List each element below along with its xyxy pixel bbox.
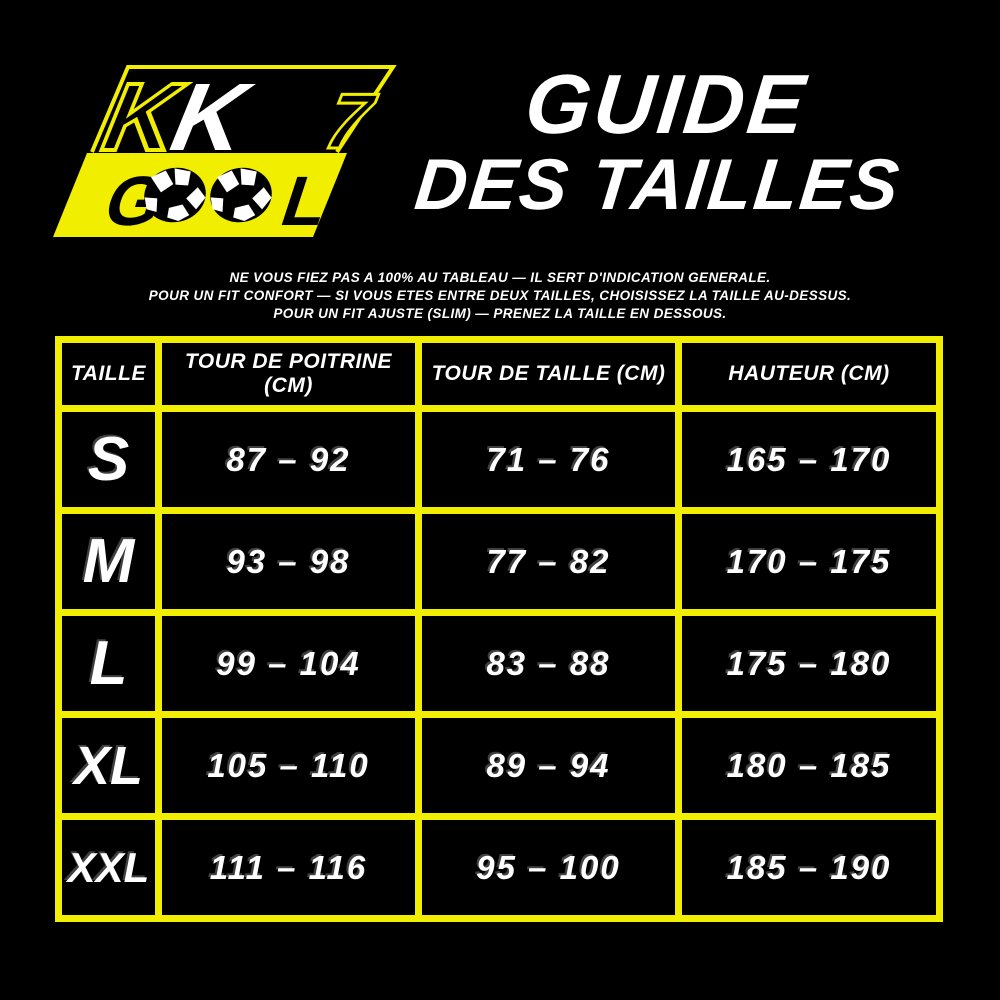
chest-range: 99 – 104 bbox=[162, 616, 415, 711]
size-label: XXL bbox=[62, 820, 155, 915]
disclaimer-line1: NE VOUS FIEZ PAS A 100% AU TABLEAU — IL … bbox=[229, 270, 771, 285]
column-header-chest: TOUR DE POITRINE (CM) bbox=[162, 343, 415, 405]
height-range: 165 – 170 bbox=[682, 412, 936, 507]
waist-range: 71 – 76 bbox=[422, 412, 675, 507]
disclaimer-text: NE VOUS FIEZ PAS A 100% AU TABLEAU — IL … bbox=[0, 269, 1000, 323]
height-range: 170 – 175 bbox=[682, 514, 936, 609]
logo-number-7: 7 bbox=[310, 79, 388, 166]
column-header-size: TAILLE bbox=[62, 343, 155, 405]
page-title-line1: GUIDE bbox=[520, 57, 812, 151]
chest-range: 105 – 110 bbox=[162, 718, 415, 813]
chest-range: 111 – 116 bbox=[162, 820, 415, 915]
page-title: GUIDE DES TAILLES bbox=[376, 57, 948, 225]
size-label: L bbox=[62, 616, 155, 711]
waist-range: 89 – 94 bbox=[422, 718, 675, 813]
disclaimer-line3: POUR UN FIT AJUSTE (SLIM) — PRENEZ LA TA… bbox=[273, 306, 727, 321]
page-title-line2: DES TAILLES bbox=[411, 145, 905, 225]
size-label: M bbox=[62, 514, 155, 609]
waist-range: 95 – 100 bbox=[422, 820, 675, 915]
logo-frame-outline bbox=[90, 65, 397, 154]
size-table: TAILLE TOUR DE POITRINE (CM) TOUR DE TAI… bbox=[55, 336, 943, 922]
height-range: 180 – 185 bbox=[682, 718, 936, 813]
waist-range: 77 – 82 bbox=[422, 514, 675, 609]
column-header-height: HAUTEUR (CM) bbox=[682, 343, 936, 405]
size-label: S bbox=[62, 412, 155, 507]
size-label: XL bbox=[62, 718, 155, 813]
disclaimer-line2: POUR UN FIT CONFORT — SI VOUS ETES ENTRE… bbox=[148, 288, 852, 303]
chest-range: 87 – 92 bbox=[162, 412, 415, 507]
chest-range: 93 – 98 bbox=[162, 514, 415, 609]
height-range: 175 – 180 bbox=[682, 616, 936, 711]
height-range: 185 – 190 bbox=[682, 820, 936, 915]
column-header-waist: TOUR DE TAILLE (CM) bbox=[422, 343, 675, 405]
waist-range: 83 – 88 bbox=[422, 616, 675, 711]
brand-logo: 7 K K G L bbox=[53, 62, 397, 241]
